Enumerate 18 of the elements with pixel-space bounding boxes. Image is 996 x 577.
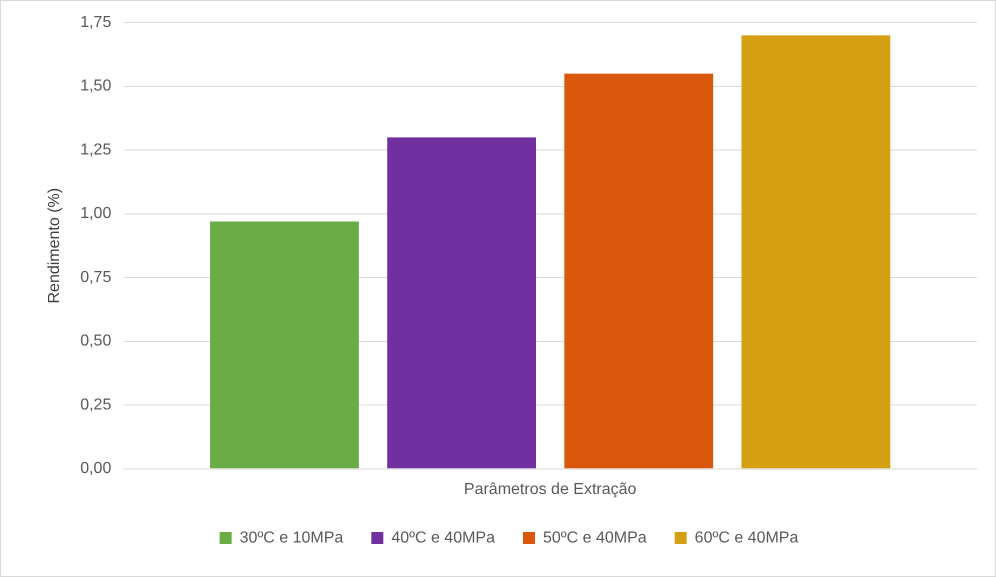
y-tick-label: 1,00 (80, 205, 112, 222)
bar (210, 221, 359, 468)
bar (387, 137, 536, 468)
bar (741, 35, 890, 468)
y-axis-title: Rendimento (%) (46, 188, 64, 304)
y-tick-label: 0,25 (80, 396, 112, 414)
y-tick-label: 0,00 (80, 460, 112, 478)
y-tick-label: 0,75 (80, 268, 112, 286)
y-tick-label: 0,50 (80, 332, 112, 350)
legend-label: 30ºC e 10MPa (240, 529, 344, 546)
y-tick-label: 1,50 (80, 78, 112, 95)
y-tick-label: 1,25 (80, 141, 112, 158)
legend-label: 60ºC e 40MPa (694, 529, 798, 546)
y-tick-label: 1,75 (80, 14, 112, 32)
legend-label: 40ºC e 40MPa (391, 529, 496, 546)
x-tick-label: Parâmetros de Extração (464, 480, 637, 498)
bar (564, 74, 714, 468)
legend-label: 50ºC e 40MPa (543, 529, 647, 546)
